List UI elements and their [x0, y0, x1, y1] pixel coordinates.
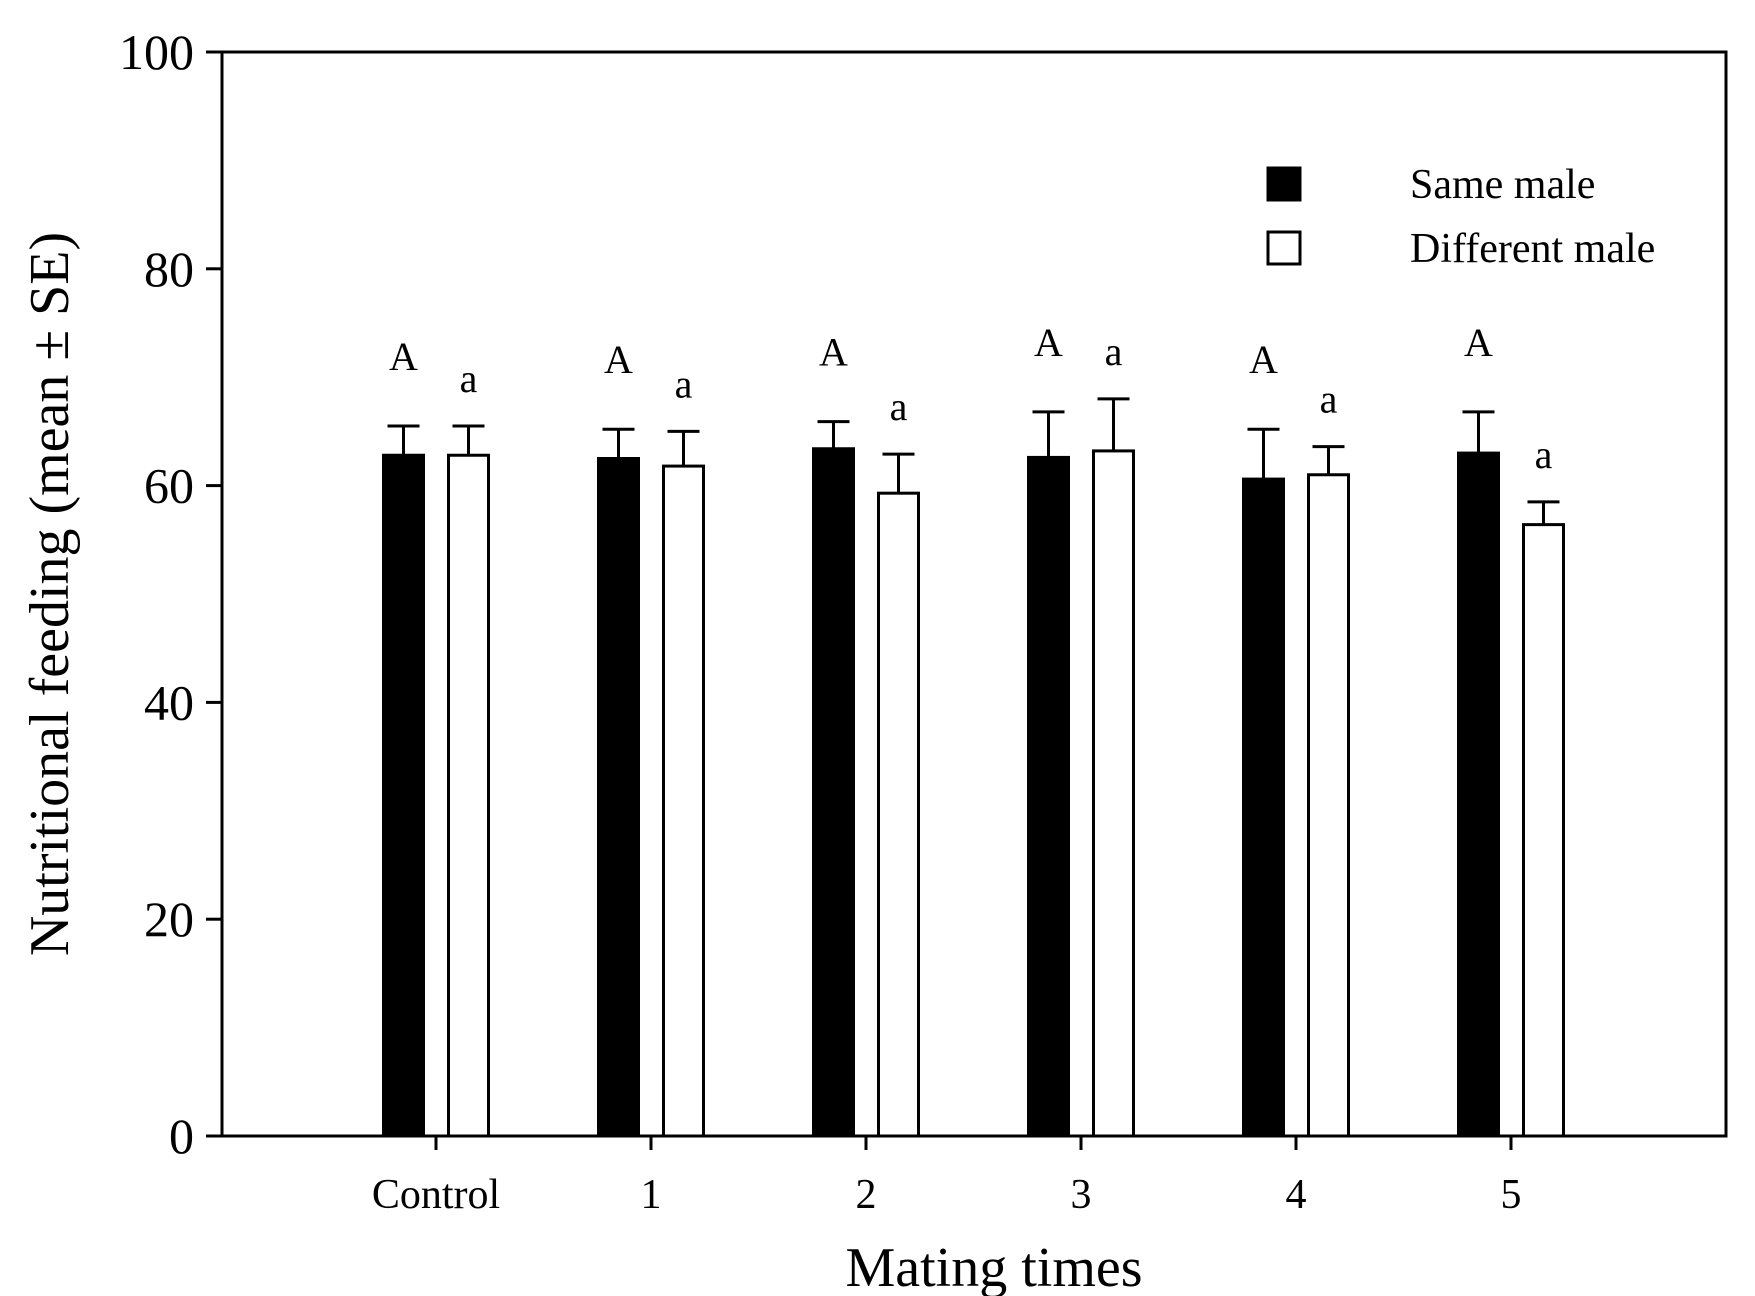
legend-swatch: [1266, 166, 1302, 202]
significance-letter: A: [389, 334, 418, 379]
legend-label: Same male: [1410, 162, 1595, 208]
y-tick-label: 100: [119, 24, 194, 80]
y-tick-label: 60: [144, 458, 194, 514]
significance-letter: a: [890, 384, 908, 429]
x-tick-label: 4: [1286, 1172, 1307, 1218]
y-axis-title: Nutritional feeding (mean ± SE): [19, 232, 81, 956]
significance-letter: A: [1249, 337, 1278, 382]
legend: Same male Different male: [1266, 162, 1655, 272]
significance-letter: a: [1105, 329, 1123, 374]
bar-different-male: [1522, 523, 1565, 1138]
significance-letter: A: [819, 330, 848, 375]
bar-different-male: [662, 464, 705, 1138]
bar-same-male: [812, 447, 855, 1138]
bar-same-male: [597, 457, 640, 1138]
y-tick-label: 0: [169, 1108, 194, 1164]
x-tick-label: 3: [1071, 1172, 1092, 1218]
y-axis: 0 20 40 60 80 100: [119, 24, 222, 1164]
bar-same-male: [1242, 477, 1285, 1138]
bar-same-male: [1457, 451, 1500, 1138]
significance-letter: a: [460, 356, 478, 401]
x-tick-label: 2: [856, 1172, 877, 1218]
bars-layer: A A A A A Aa a a a a a: [382, 320, 1565, 1138]
bar-same-male: [382, 453, 425, 1138]
legend-label: Different male: [1410, 226, 1655, 272]
x-axis-title: Mating times: [845, 1237, 1142, 1296]
bar-different-male: [877, 491, 920, 1138]
significance-letter: a: [675, 361, 693, 406]
y-tick-label: 40: [144, 674, 194, 730]
legend-swatch: [1266, 230, 1302, 266]
bar-different-male: [447, 453, 490, 1138]
bar-different-male: [1092, 449, 1135, 1138]
y-tick-label: 20: [144, 891, 194, 947]
plot-frame: [220, 50, 1728, 1138]
significance-letter: A: [1464, 320, 1493, 365]
bar-different-male: [1307, 473, 1350, 1138]
x-tick-label: Control: [372, 1172, 500, 1218]
significance-letter: A: [604, 337, 633, 382]
x-axis: Control 1 2 3 4 5: [372, 1136, 1522, 1218]
significance-letter: a: [1320, 377, 1338, 422]
significance-letter: A: [1034, 320, 1063, 365]
significance-letter: a: [1535, 432, 1553, 477]
plot-border: [220, 50, 1728, 1138]
bar-same-male: [1027, 455, 1070, 1138]
y-tick-label: 80: [144, 241, 194, 297]
x-tick-label: 5: [1501, 1172, 1522, 1218]
x-tick-label: 1: [641, 1172, 662, 1218]
